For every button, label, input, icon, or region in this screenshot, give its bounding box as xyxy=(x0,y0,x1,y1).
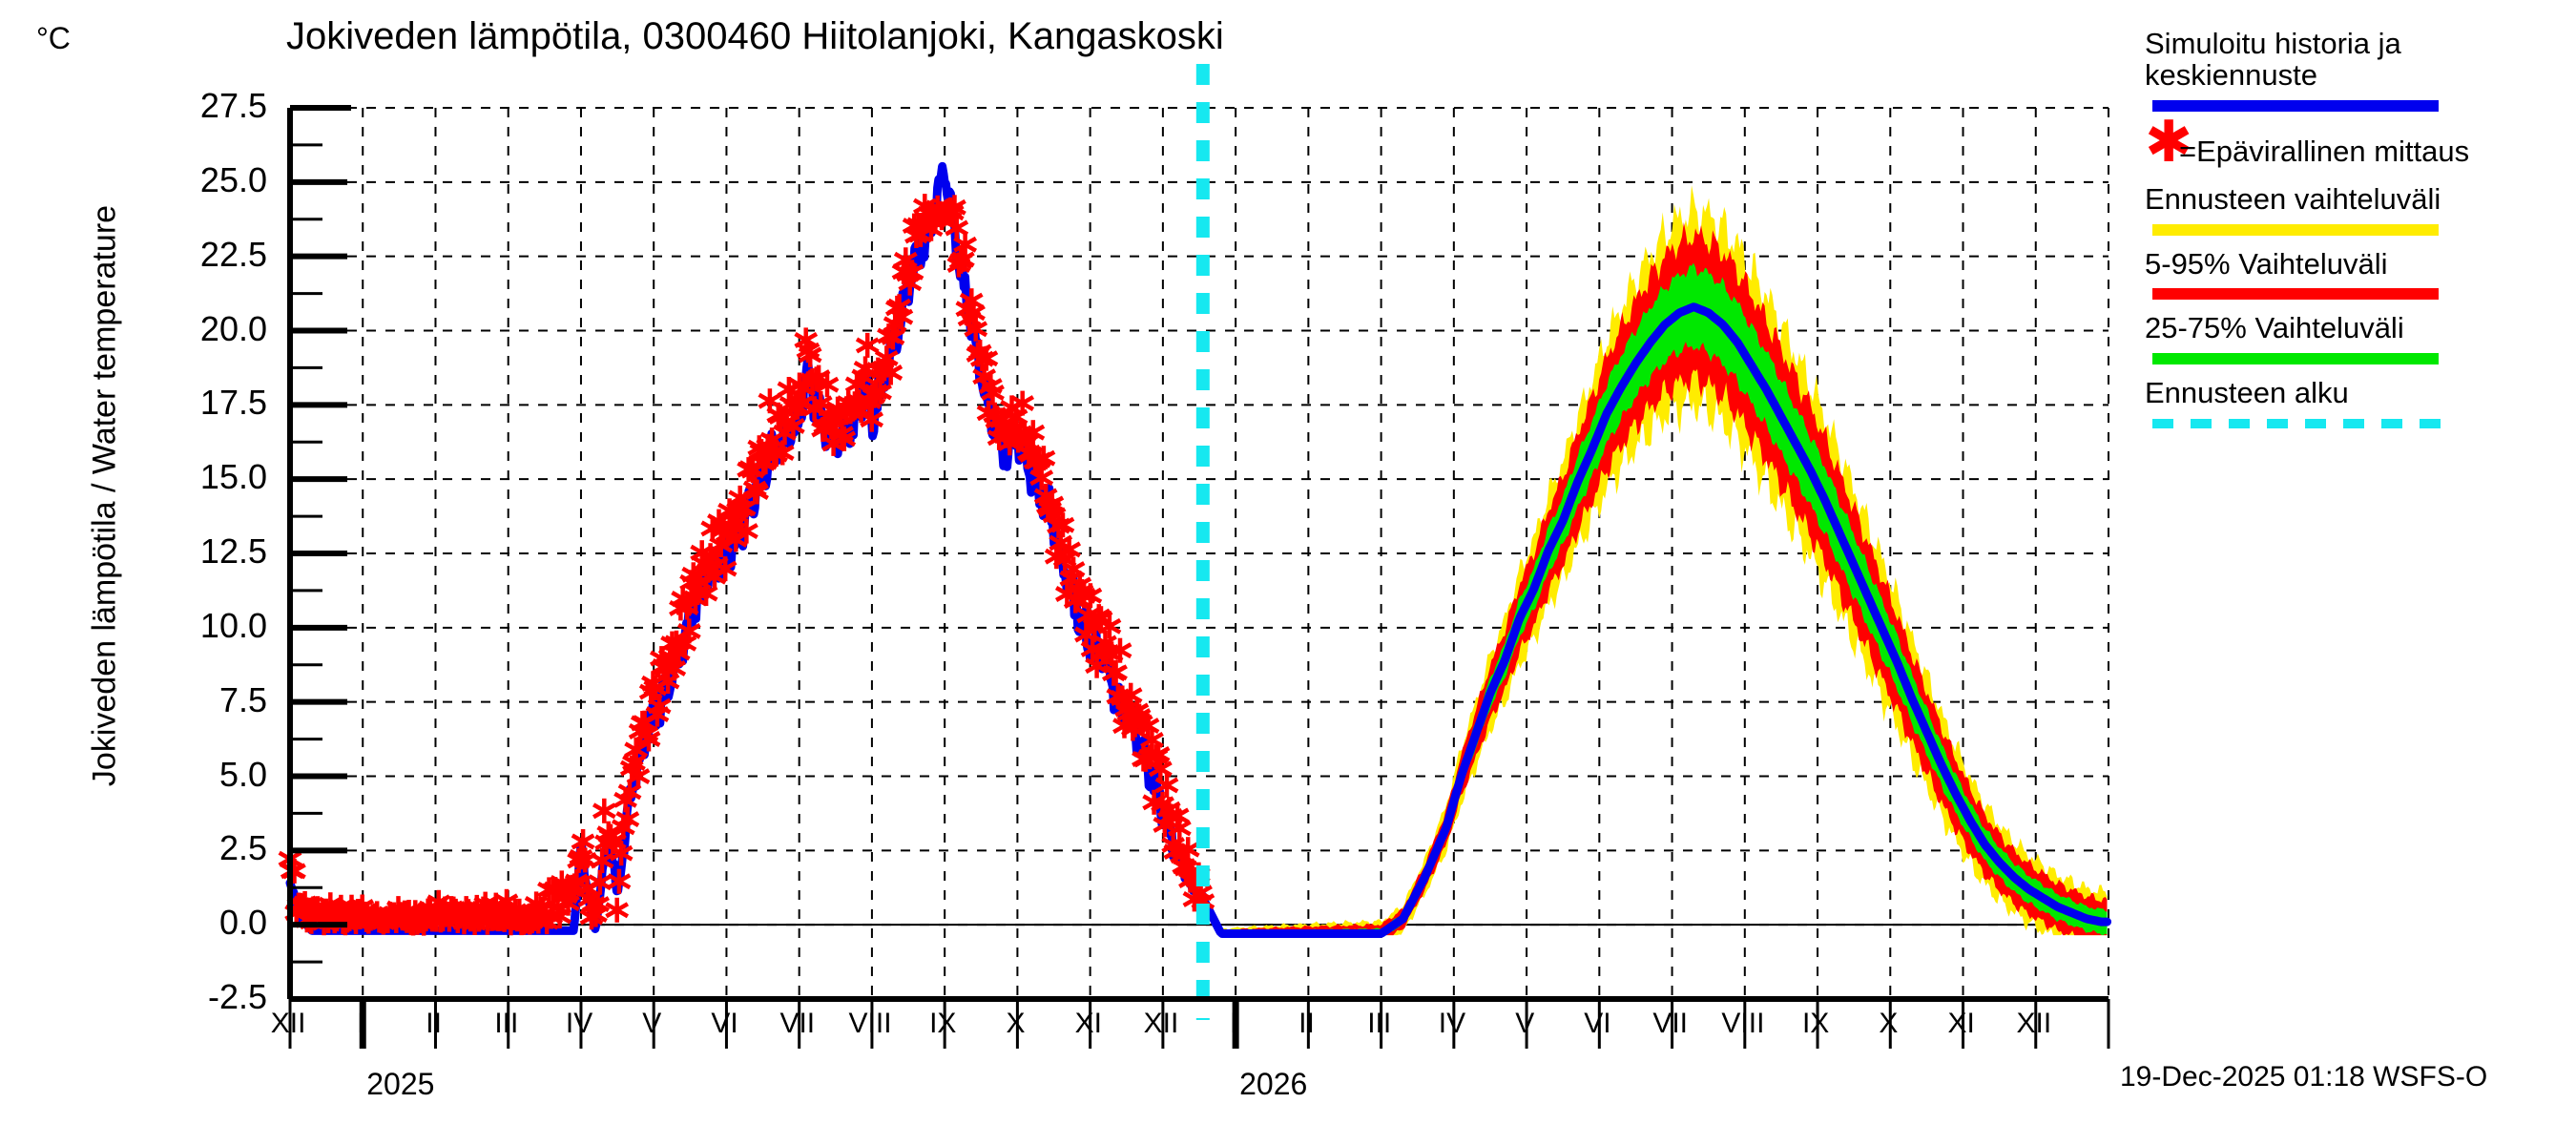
x-tick-21-IX: IX xyxy=(1801,1008,1830,1039)
x-tick-14-II: II xyxy=(1298,1008,1315,1039)
chart-legend: Simuloitu historia ja keskiennuste ✱ =Ep… xyxy=(2145,27,2565,432)
y-tick-2-5: 2.5 xyxy=(218,828,267,868)
x-tick-7-VII: VII xyxy=(779,1008,816,1039)
legend-label-simulated-history-line1: Simuloitu historia ja xyxy=(2145,27,2401,60)
legend-label-forecast-start: Ennusteen alku xyxy=(2145,376,2349,410)
x-tick-1-I: I xyxy=(357,1008,365,1039)
x-tick-15-III: III xyxy=(1367,1008,1392,1039)
x-tick-24-XII: XII xyxy=(2016,1008,2052,1039)
legend-swatch-red-band xyxy=(2152,288,2439,301)
x-tick-3-III: III xyxy=(494,1008,519,1039)
y-tick-27-5: 27.5 xyxy=(199,86,267,125)
legend-label-range-5-95: 5-95% Vaihteluväli xyxy=(2145,246,2388,281)
x-tick-2-II: II xyxy=(426,1008,442,1039)
y-tick-10: 10.0 xyxy=(199,605,267,645)
legend-swatch-blue-line xyxy=(2152,99,2439,112)
forecast-band-25-75 xyxy=(1202,262,2108,936)
y-tick-25: 25.0 xyxy=(199,159,267,199)
x-axis-year-label-2026: 2026 xyxy=(1239,1067,1308,1101)
y-tick--2-5: -2.5 xyxy=(207,977,267,1016)
x-tick-9-IX: IX xyxy=(929,1008,957,1039)
legend-swatch-cyan-dashed xyxy=(2152,419,2448,429)
x-axis-year-label-2025: 2025 xyxy=(366,1067,435,1101)
y-tick-17-5: 17.5 xyxy=(199,383,267,423)
y-axis-tick-labels: 27.5 25.0 22.5 20.0 17.5 15.0 12.5 10.0 7.5 5.0 2.… xyxy=(105,0,267,1145)
legend-item-unofficial-measurement: ✱ =Epävirallinen mittaus xyxy=(2145,114,2565,175)
x-tick-11-XI: XI xyxy=(1074,1008,1102,1039)
y-tick-12-5: 12.5 xyxy=(199,531,267,571)
y-tick-20: 20.0 xyxy=(199,308,267,348)
legend-label-range-25-75: 25-75% Vaihteluväli xyxy=(2145,311,2404,345)
degree-unit-label: °C xyxy=(36,21,71,55)
legend-swatch-green-band xyxy=(2152,353,2439,365)
x-tick-20-VIII: VIII xyxy=(1721,1008,1765,1039)
legend-item-forecast-range: Ennusteen vaihteluväli xyxy=(2145,181,2565,236)
y-tick-22-5: 22.5 xyxy=(199,234,267,274)
x-tick-5-V: V xyxy=(642,1008,662,1039)
x-tick-4-IV: IV xyxy=(565,1008,593,1039)
legend-item-forecast-start: Ennusteen alku xyxy=(2145,376,2565,429)
y-tick-5: 5.0 xyxy=(218,754,267,794)
legend-item-range-25-75: 25-75% Vaihteluväli xyxy=(2145,311,2565,365)
legend-item-simulated-history: Simuloitu historia ja keskiennuste xyxy=(2145,27,2565,112)
x-tick-13-I: I xyxy=(1230,1008,1238,1039)
y-tick-7-5: 7.5 xyxy=(218,679,267,719)
render-timestamp: 19-Dec-2025 01:18 WSFS-O xyxy=(2120,1061,2488,1093)
x-tick-8-VIII: VIII xyxy=(848,1008,892,1039)
forecast-mean-line xyxy=(1198,302,2111,938)
x-tick-22-X: X xyxy=(1879,1008,1899,1039)
x-tick-19-VII: VII xyxy=(1652,1008,1688,1039)
x-tick-18-VI: VI xyxy=(1584,1008,1611,1039)
legend-item-range-5-95: 5-95% Vaihteluväli xyxy=(2145,246,2565,301)
y-tick-15: 15.0 xyxy=(199,457,267,497)
asterisk-icon: ✱ xyxy=(2145,108,2193,176)
x-tick-23-XI: XI xyxy=(1947,1008,1975,1039)
x-tick-17-V: V xyxy=(1515,1008,1535,1039)
x-tick-12-XII: XII xyxy=(1143,1008,1179,1039)
legend-swatch-yellow-band xyxy=(2152,223,2439,236)
x-tick-10-X: X xyxy=(1006,1008,1026,1039)
legend-label-simulated-history-line2: keskiennuste xyxy=(2145,57,2317,92)
legend-label-forecast-range: Ennusteen vaihteluväli xyxy=(2145,181,2441,216)
legend-label-unofficial-measurement: =Epävirallinen mittaus xyxy=(2179,134,2470,168)
x-tick-6-VI: VI xyxy=(711,1008,738,1039)
x-tick-0-XII: XII xyxy=(270,1008,306,1039)
chart-title: Jokiveden lämpötila, 0300460 Hiitolanjok… xyxy=(286,15,1224,57)
x-tick-16-IV: IV xyxy=(1438,1008,1466,1039)
y-tick-0: 0.0 xyxy=(218,903,267,943)
